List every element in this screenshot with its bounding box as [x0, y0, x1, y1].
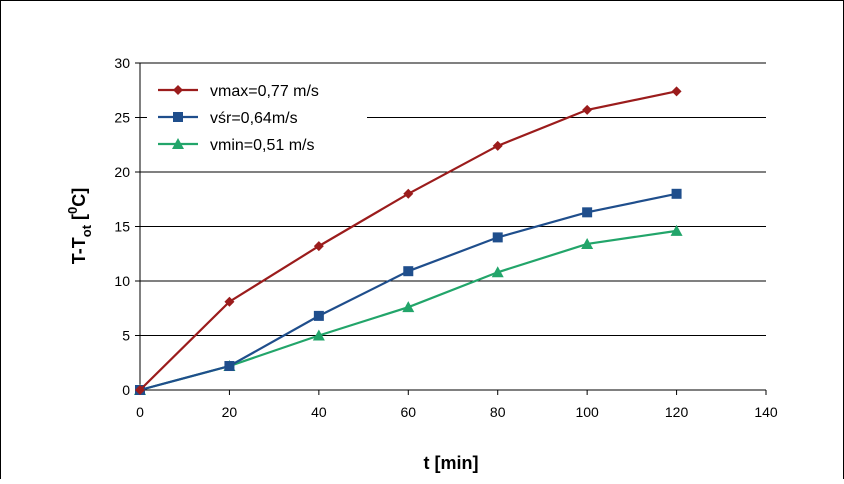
- data-point: [671, 188, 682, 199]
- series-lines: [134, 86, 683, 395]
- data-point: [224, 361, 235, 372]
- data-point: [313, 241, 324, 252]
- legend-label: vmin=0,51 m/s: [210, 137, 314, 154]
- y-axis-title-unit: C]: [69, 188, 89, 207]
- data-point: [492, 232, 503, 243]
- y-axis-title-superscript: 0: [65, 207, 80, 214]
- y-tick-label: 25: [114, 110, 130, 126]
- data-point: [492, 140, 503, 151]
- y-axis-title-main: T-T: [69, 237, 89, 264]
- data-point: [403, 188, 414, 199]
- legend-marker: [173, 85, 183, 95]
- y-tick-label: 20: [114, 164, 130, 180]
- data-point: [313, 310, 324, 321]
- data-point: [403, 266, 414, 277]
- y-tick-label: 30: [114, 55, 130, 71]
- y-tick-label: 15: [114, 219, 130, 235]
- y-axis-title-open: [: [69, 214, 89, 225]
- y-axis-title: T-Tot [0C]: [65, 188, 94, 265]
- data-point: [670, 224, 683, 236]
- x-tick-label: 0: [136, 404, 144, 420]
- tick-labels: 0 5 10 15 20 25 30 0 20 40 60 80 100 120 140: [114, 55, 777, 420]
- data-point: [671, 86, 682, 97]
- legend: vmax=0,77 m/s vśr=0,64m/s vmin=0,51 m/s: [147, 74, 367, 165]
- y-axis-title-subscript: ot: [79, 224, 94, 237]
- x-tick-label: 100: [575, 404, 599, 420]
- x-tick-label: 120: [665, 404, 689, 420]
- data-point: [135, 385, 145, 395]
- legend-label: vśr=0,64m/s: [210, 110, 298, 127]
- data-point: [581, 237, 594, 249]
- y-tick-label: 5: [122, 328, 130, 344]
- data-point: [224, 296, 235, 307]
- data-point: [582, 104, 593, 115]
- y-tick-label: 10: [114, 273, 130, 289]
- x-tick-label: 80: [490, 404, 506, 420]
- x-tick-label: 40: [311, 404, 327, 420]
- series-group: [135, 86, 682, 395]
- x-tick-label: 60: [400, 404, 416, 420]
- data-point: [402, 301, 415, 313]
- x-tick-label: 20: [222, 404, 238, 420]
- data-point: [491, 266, 504, 278]
- x-tick-label: 140: [754, 404, 778, 420]
- legend-label: vmax=0,77 m/s: [210, 83, 319, 100]
- x-axis-title: t [min]: [424, 453, 479, 473]
- y-tick-label: 0: [122, 382, 130, 398]
- legend-marker: [172, 138, 184, 149]
- legend-marker: [173, 112, 183, 122]
- data-point: [582, 207, 593, 218]
- data-point: [312, 329, 325, 341]
